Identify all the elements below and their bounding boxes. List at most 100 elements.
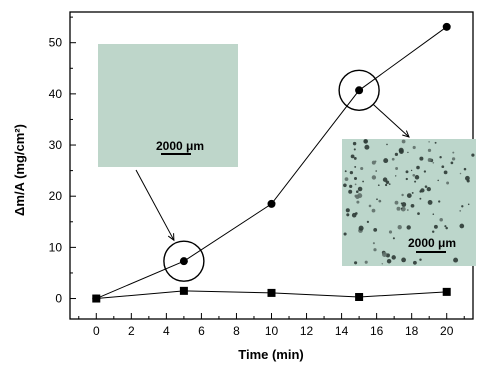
particle-dot [427, 148, 432, 153]
x-tick-label: 4 [163, 324, 170, 338]
particle-dot [465, 175, 470, 181]
particle-dot [344, 177, 349, 181]
particle-dot [386, 258, 392, 264]
square-marker [92, 294, 101, 303]
particle-dot [391, 255, 396, 260]
particle-dot [427, 199, 433, 205]
particle-dot [412, 173, 416, 177]
particle-dot [441, 165, 445, 169]
particle-dot [426, 186, 431, 192]
particle-dot [352, 141, 357, 146]
particle-dot [428, 141, 430, 143]
y-tick-label: 40 [49, 87, 63, 101]
callout-arrow [135, 169, 175, 241]
x-tick-label: 20 [440, 324, 454, 338]
square-marker [355, 292, 364, 301]
particle-dot [343, 232, 347, 236]
particle-dot [362, 180, 365, 183]
particle-dot [382, 252, 387, 257]
particle-dot [353, 148, 356, 151]
particle-dot [371, 175, 377, 180]
particle-dot [368, 204, 372, 208]
particle-dot [375, 170, 378, 172]
particle-dot [383, 158, 389, 164]
x-tick-label: 6 [198, 324, 205, 338]
particle-dot [453, 257, 459, 263]
data-markers [92, 22, 451, 303]
particle-dot [410, 169, 413, 172]
square-marker [267, 288, 276, 297]
particle-dot [414, 180, 417, 183]
inset-right-scale-label: 2000 μm [408, 236, 456, 250]
particle-dot [384, 183, 388, 187]
particle-dot [420, 188, 425, 193]
particle-dot [406, 193, 412, 198]
x-tick-label: 14 [335, 324, 349, 338]
particle-dot [354, 261, 358, 265]
particle-dot [406, 225, 411, 230]
particle-dot [401, 257, 406, 263]
particle-dot [364, 260, 368, 264]
circle-marker [355, 86, 364, 95]
particle-dot [345, 208, 350, 213]
y-tick-label: 0 [55, 292, 62, 306]
circle-marker [442, 22, 451, 31]
x-axis-title: Time (min) [238, 347, 304, 362]
particle-dot [410, 203, 415, 208]
particle-dot [356, 200, 360, 204]
particle-dot [349, 184, 353, 188]
particle-dot [373, 248, 377, 252]
particle-dot [461, 205, 464, 208]
y-tick-label: 20 [49, 189, 63, 203]
particle-dot [416, 165, 420, 170]
particle-dot [419, 258, 422, 261]
particle-dot [405, 177, 408, 181]
particle-dot [437, 179, 439, 182]
particle-dot [443, 170, 448, 175]
particle-dot [400, 206, 406, 212]
x-tick-label: 18 [405, 324, 419, 338]
particle-dot [351, 212, 357, 218]
particle-dot [419, 156, 424, 161]
callouts [135, 69, 410, 282]
inset-left-scale-label: 2000 μm [156, 139, 204, 153]
particle-dot [360, 166, 364, 171]
x-tick-label: 0 [93, 324, 100, 338]
particle-dot [374, 160, 377, 163]
particle-dot [377, 184, 380, 187]
y-axis-title: Δm/A (mg/cm²) [12, 124, 27, 216]
y-tick-label: 30 [49, 138, 63, 152]
particle-dot [350, 154, 355, 159]
particle-dot [346, 213, 350, 217]
particle-dot [373, 228, 378, 232]
particle-dot [451, 157, 456, 161]
particle-dot [354, 194, 358, 198]
particle-dot [357, 186, 363, 192]
particle-dot [450, 161, 454, 165]
particle-dot [405, 170, 409, 174]
x-tick-label: 2 [128, 324, 135, 338]
particle-dot [439, 218, 443, 222]
particle-dot [366, 220, 370, 224]
x-tick-label: 16 [370, 324, 384, 338]
particle-dot [432, 213, 435, 215]
particle-dot [471, 153, 475, 157]
particle-dot [401, 202, 407, 207]
particle-dot [353, 176, 358, 181]
particle-dot [414, 175, 420, 180]
particle-dot [459, 223, 465, 229]
particle-dot [395, 175, 397, 177]
particle-dot [354, 165, 357, 168]
particle-dot [364, 144, 370, 150]
particle-dot [363, 139, 369, 144]
square-marker [442, 287, 451, 296]
particle-dot [399, 149, 404, 154]
particle-dot [397, 225, 402, 230]
particle-dot [412, 145, 416, 150]
particle-dot [394, 152, 399, 157]
particle-dot [419, 197, 422, 200]
particle-dot [423, 170, 427, 173]
particle-dot [411, 191, 414, 194]
axis-ticks [70, 16, 465, 319]
particle-dot [343, 183, 347, 188]
